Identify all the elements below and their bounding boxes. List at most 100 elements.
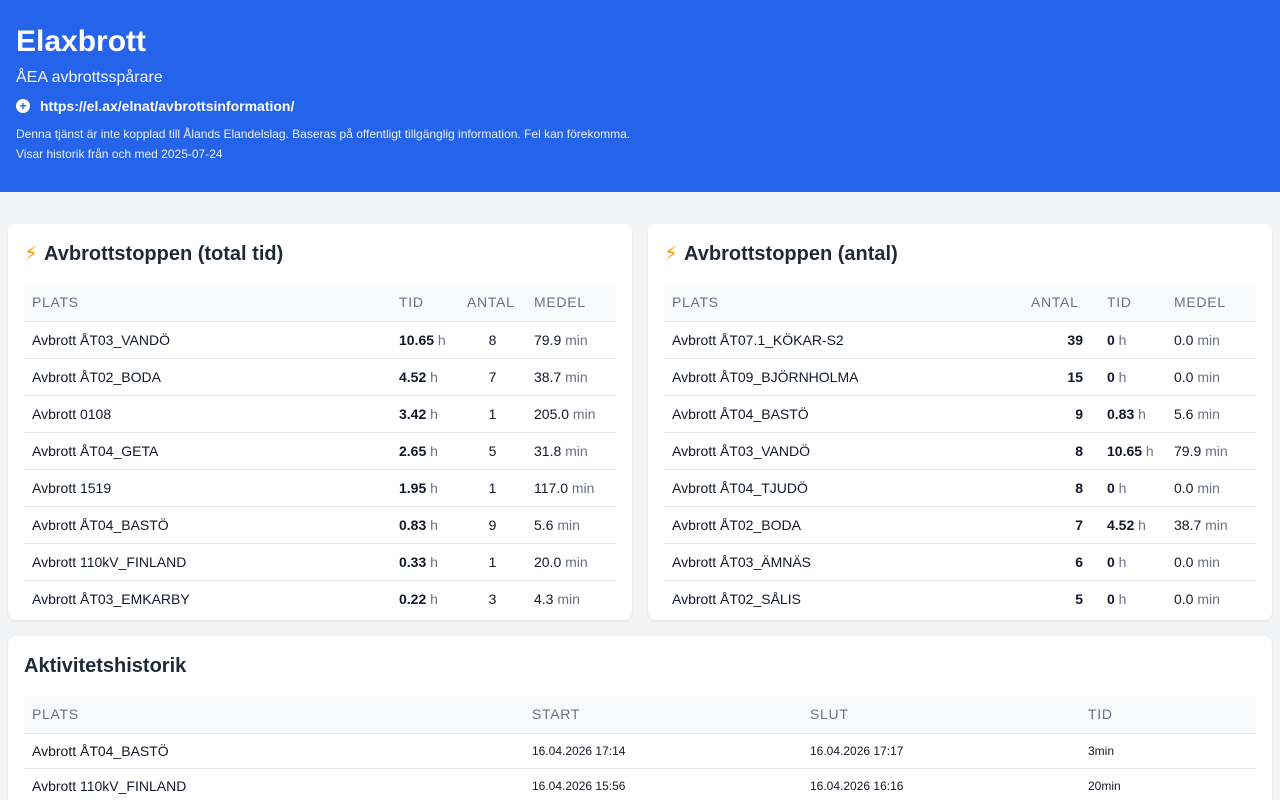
unit: h: [1114, 590, 1127, 607]
col-slut: SLUT: [802, 696, 1080, 734]
start-cell: 16.04.2026 15:56: [532, 778, 626, 793]
table-row: Avbrott ÅT07.1_KÖKAR-S2 39 0 h 0.0 min: [664, 321, 1256, 359]
value: 1.95: [399, 479, 427, 496]
col-tid: TID: [391, 284, 459, 322]
value: 0: [1107, 479, 1115, 496]
place-cell: Avbrott ÅT02_BODA: [664, 506, 1023, 544]
unit: min: [569, 405, 596, 422]
history-range-text: Visar historik från och med 2025-07-24: [16, 147, 223, 161]
col-start: START: [524, 696, 802, 734]
time-cell: 0.22 h: [391, 580, 459, 617]
count-cell: 39: [1023, 321, 1099, 359]
time-cell: 0 h: [1099, 543, 1166, 581]
unit: h: [426, 442, 438, 459]
value: 117.0: [534, 479, 568, 496]
count-cell: 8: [1023, 432, 1099, 470]
unit: min: [1193, 553, 1220, 570]
history-title: Aktivitetshistorik: [24, 655, 187, 677]
top-count-title: ⚡ Avbrottstoppen (antal): [664, 240, 1256, 268]
value: 4.52: [1107, 516, 1135, 533]
value: 79.9: [1174, 442, 1202, 459]
time-cell: 0 h: [1099, 358, 1166, 396]
duration-cell: 20min: [1088, 778, 1121, 793]
value: 0: [1107, 553, 1115, 570]
col-tid: TID: [1099, 284, 1166, 322]
time-cell: 0 h: [1099, 469, 1166, 507]
count-cell: 1: [459, 543, 526, 581]
unit: h: [426, 516, 438, 533]
count-cell: 8: [459, 321, 526, 359]
col-antal: ANTAL: [1023, 284, 1099, 322]
unit: h: [1114, 331, 1127, 348]
avg-cell: 4.3 min: [526, 580, 616, 617]
avg-cell: 117.0 min: [526, 469, 616, 507]
value: 20.0: [534, 553, 562, 570]
count-cell: 9: [459, 506, 526, 544]
table-row: Avbrott 1519 1.95 h 1 117.0 min: [24, 469, 616, 507]
start-cell: 16.04.2026 17:14: [524, 733, 802, 769]
col-antal: ANTAL: [459, 284, 526, 322]
place-cell: Avbrott ÅT03_ÄMNÄS: [664, 543, 1023, 581]
table-row: Avbrott ÅT02_SÅLIS 5 0 h 0.0 min: [664, 580, 1256, 617]
avg-cell: 20.0 min: [526, 543, 616, 581]
time-cell: 3.42 h: [391, 395, 459, 433]
value: 10.65: [399, 331, 435, 348]
value: 5.6: [1174, 405, 1194, 422]
unit: min: [561, 331, 588, 348]
avg-cell: 5.6 min: [1166, 395, 1256, 433]
top-time-table: PLATS TID ANTAL MEDEL Avbrott ÅT03_VANDÖ…: [24, 284, 616, 617]
avg-cell: 5.6 min: [526, 506, 616, 544]
value: 0.22: [399, 590, 427, 607]
avg-cell: 205.0 min: [526, 395, 616, 433]
app-subtitle: ÅEA avbrottsspårare: [16, 69, 163, 86]
unit: min: [1193, 405, 1220, 422]
plus-circle-icon: +: [16, 99, 30, 113]
unit: h: [1114, 368, 1127, 385]
table-row: Avbrott ÅT04_BASTÖ 16.04.2026 17:14 16.04.…: [24, 733, 1256, 769]
value: 4.52: [399, 368, 427, 385]
place-cell: Avbrott ÅT02_BODA: [24, 358, 391, 396]
avg-cell: 31.8 min: [526, 432, 616, 470]
unit: h: [426, 368, 438, 385]
value: 38.7: [534, 368, 562, 385]
value: 5.6: [534, 516, 554, 533]
table-row: Avbrott ÅT04_BASTÖ 0.83 h 9 5.6 min: [24, 506, 616, 544]
value: 0: [1107, 590, 1115, 607]
top-count-title-text: Avbrottstoppen (antal): [684, 243, 898, 265]
top-time-title: ⚡ Avbrottstoppen (total tid): [24, 240, 616, 268]
value: 0: [1107, 368, 1115, 385]
time-cell: 4.52 h: [391, 358, 459, 396]
value: 3.42: [399, 405, 427, 422]
duration-cell: 3min: [1080, 733, 1256, 769]
time-cell: 0.83 h: [1099, 395, 1166, 433]
avg-cell: 0.0 min: [1166, 580, 1256, 617]
unit: min: [561, 553, 588, 570]
page-header: Elaxbrott ÅEA avbrottsspårare + https://…: [0, 0, 1280, 192]
table-row: Avbrott ÅT09_BJÖRNHOLMA 15 0 h 0.0 min: [664, 358, 1256, 396]
value: 0.83: [399, 516, 427, 533]
value: 0.0: [1174, 590, 1194, 607]
unit: min: [1193, 331, 1220, 348]
unit: h: [426, 479, 438, 496]
value: 0.33: [399, 553, 427, 570]
table-row: Avbrott ÅT04_GETA 2.65 h 5 31.8 min: [24, 432, 616, 470]
top-lists: ⚡ Avbrottstoppen (total tid) PLATS TID A…: [0, 192, 1280, 620]
unit: h: [1134, 516, 1146, 533]
activity-history-card: Aktivitetshistorik PLATS START SLUT TID …: [8, 636, 1272, 800]
disclaimer-text: Denna tjänst är inte kopplad till Ålands…: [16, 127, 631, 141]
time-cell: 10.65 h: [1099, 432, 1166, 470]
value: 0.0: [1174, 331, 1194, 348]
unit: min: [553, 590, 580, 607]
time-cell: 10.65 h: [391, 321, 459, 359]
count-cell: 8: [1023, 469, 1099, 507]
lightning-icon: ⚡: [664, 243, 679, 265]
top-time-card: ⚡ Avbrottstoppen (total tid) PLATS TID A…: [8, 224, 632, 620]
value: 2.65: [399, 442, 427, 459]
value: 79.9: [534, 331, 562, 348]
source-link[interactable]: https://el.ax/elnat/avbrottsinformation/: [40, 98, 295, 114]
count-cell: 1: [459, 395, 526, 433]
col-plats: PLATS: [24, 696, 524, 734]
avg-cell: 0.0 min: [1166, 321, 1256, 359]
avg-cell: 0.0 min: [1166, 469, 1256, 507]
unit: min: [553, 516, 580, 533]
